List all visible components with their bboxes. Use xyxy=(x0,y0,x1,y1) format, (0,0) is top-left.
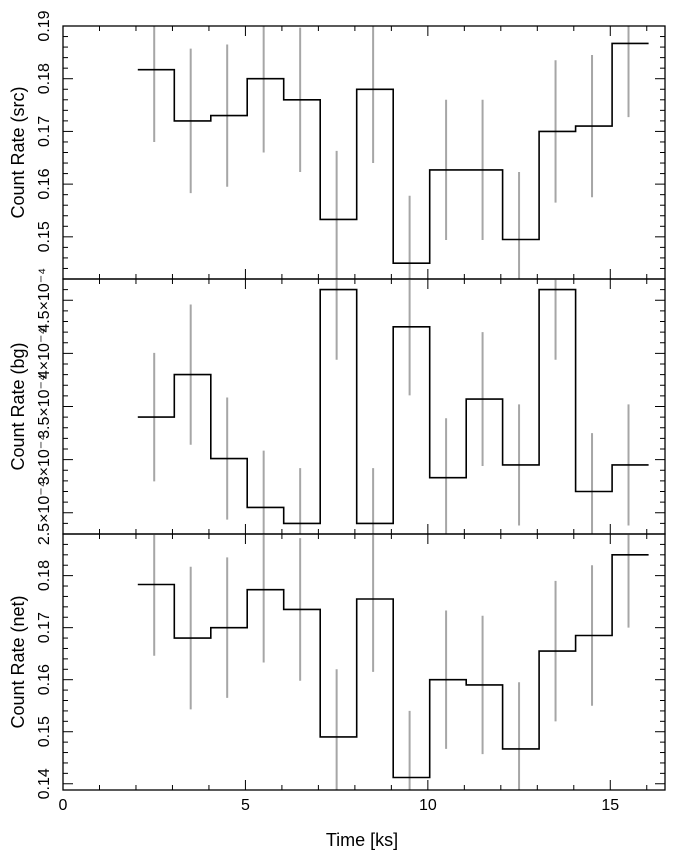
y-tick-label-bg: 2.5×10⁻⁴ xyxy=(36,480,53,545)
y-tick-label-bg: 4×10⁻⁴ xyxy=(36,328,53,379)
y-axis-label-net: Count Rate (net) xyxy=(8,595,28,728)
x-tick-label: 0 xyxy=(59,797,68,814)
y-tick-label-net: 0.17 xyxy=(36,612,53,643)
y-tick-label-bg: 4.5×10⁻⁴ xyxy=(36,268,53,333)
step-line-net xyxy=(137,554,649,779)
y-tick-label-src: 0.18 xyxy=(36,63,53,94)
y-tick-label-net: 0.16 xyxy=(36,664,53,695)
y-tick-label-src: 0.17 xyxy=(36,116,53,147)
y-axis-label-bg: Count Rate (bg) xyxy=(8,342,28,470)
y-tick-label-src: 0.16 xyxy=(36,168,53,199)
y-tick-label-net: 0.18 xyxy=(36,560,53,591)
y-tick-label-src: 0.19 xyxy=(36,10,53,41)
step-line-bg xyxy=(137,288,649,525)
panel-src: 0.15 0.16 0.17 0.18 0.19 Count Rate (src) xyxy=(8,10,666,280)
y-tick-label-net: 0.15 xyxy=(36,716,53,747)
y-tick-label-src: 0.15 xyxy=(36,221,53,252)
y-tick-label-bg: 3×10⁻⁴ xyxy=(36,434,53,485)
x-tick-label: 15 xyxy=(601,797,619,814)
panel-net: 0.14 0.15 0.16 0.17 0.18 Count Rate (net) 0 5 10… xyxy=(8,533,666,814)
x-tick-label: 10 xyxy=(419,797,437,814)
step-line-src xyxy=(137,42,649,264)
y-axis-label-src: Count Rate (src) xyxy=(8,86,28,218)
x-axis-label: Time [ks] xyxy=(326,830,398,850)
y-tick-label-net: 0.14 xyxy=(36,768,53,799)
panel-frame-net xyxy=(62,533,666,791)
y-tick-label-bg: 3.5×10⁻⁴ xyxy=(36,374,53,439)
x-tick-label: 5 xyxy=(241,797,250,814)
